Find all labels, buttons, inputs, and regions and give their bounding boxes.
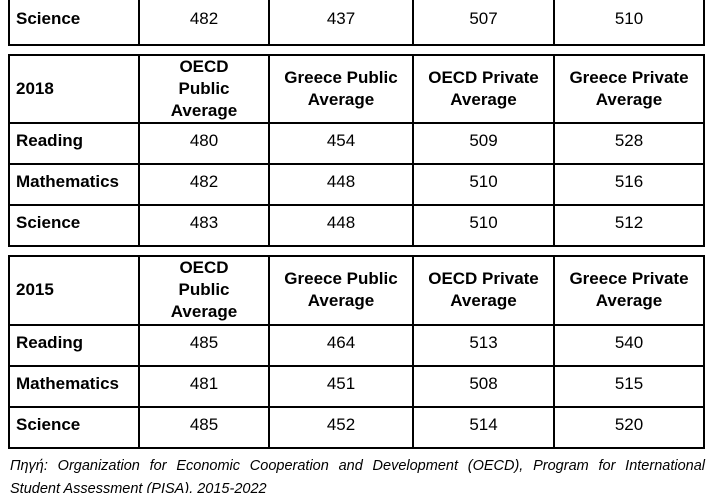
score-cell: 483 xyxy=(138,204,270,248)
table-row: Science 482 437 507 510 xyxy=(8,0,705,46)
score-cell: 485 xyxy=(138,405,270,449)
score-cell: 512 xyxy=(553,204,705,248)
score-cell: 454 xyxy=(268,122,414,166)
year-label-2018: 2018 xyxy=(8,53,140,125)
row-label-reading: Reading xyxy=(8,122,140,166)
score-cell: 515 xyxy=(553,364,705,408)
table-row-reading: Reading 480 454 509 528 xyxy=(8,122,705,166)
header-row-2018: 2018 OECD Public Average Greece Public A… xyxy=(8,53,705,125)
column-header-oecd-private: OECD Private Average xyxy=(412,53,555,125)
score-cell: 452 xyxy=(268,405,414,449)
score-cell: 516 xyxy=(553,163,705,207)
row-label-science: Science xyxy=(8,0,140,46)
row-label-mathematics: Mathematics xyxy=(8,364,140,408)
score-cell: 540 xyxy=(553,323,705,367)
score-cell: 451 xyxy=(268,364,414,408)
score-cell: 448 xyxy=(268,163,414,207)
score-cell: 481 xyxy=(138,364,270,408)
score-cell: 482 xyxy=(138,163,270,207)
score-cell: 514 xyxy=(412,405,555,449)
column-header-greece-public: Greece Public Average xyxy=(268,53,414,125)
column-header-greece-private: Greece Private Average xyxy=(553,255,705,326)
column-header-greece-public: Greece Public Average xyxy=(268,255,414,326)
source-note: Πηγή: Organization for Economic Cooperat… xyxy=(10,456,705,493)
header-row-2015: 2015 OECD Public Average Greece Public A… xyxy=(8,255,705,326)
score-cell: 510 xyxy=(553,0,705,46)
table-2015: 2015 OECD Public Average Greece Public A… xyxy=(8,255,705,449)
column-header-oecd-public: OECD Public Average xyxy=(138,53,270,125)
score-cell: 485 xyxy=(138,323,270,367)
score-cell: 513 xyxy=(412,323,555,367)
row-label-mathematics: Mathematics xyxy=(8,163,140,207)
score-cell: 448 xyxy=(268,204,414,248)
table-top-partial: Science 482 437 507 510 xyxy=(8,0,705,46)
row-label-reading: Reading xyxy=(8,323,140,367)
source-note-line1: Πηγή: Organization for Economic Cooperat… xyxy=(10,457,705,474)
column-header-oecd-private: OECD Private Average xyxy=(412,255,555,326)
table-row-reading: Reading 485 464 513 540 xyxy=(8,323,705,367)
source-note-line2: Student Assessment (PISA), 2015-2022 xyxy=(10,480,267,493)
column-header-oecd-public: OECD Public Average xyxy=(138,255,270,326)
table-row-mathematics: Mathematics 481 451 508 515 xyxy=(8,364,705,408)
score-cell: 510 xyxy=(412,163,555,207)
row-label-science: Science xyxy=(8,405,140,449)
column-header-greece-private: Greece Private Average xyxy=(553,53,705,125)
year-label-2015: 2015 xyxy=(8,255,140,326)
score-cell: 508 xyxy=(412,364,555,408)
table-row-science: Science 483 448 510 512 xyxy=(8,204,705,248)
table-row-science: Science 485 452 514 520 xyxy=(8,405,705,449)
score-cell: 528 xyxy=(553,122,705,166)
score-cell: 480 xyxy=(138,122,270,166)
score-cell: 437 xyxy=(268,0,414,46)
score-cell: 509 xyxy=(412,122,555,166)
score-cell: 507 xyxy=(412,0,555,46)
score-cell: 510 xyxy=(412,204,555,248)
row-label-science: Science xyxy=(8,204,140,248)
score-cell: 520 xyxy=(553,405,705,449)
table-2018: 2018 OECD Public Average Greece Public A… xyxy=(8,53,705,248)
table-row-mathematics: Mathematics 482 448 510 516 xyxy=(8,163,705,207)
score-cell: 464 xyxy=(268,323,414,367)
score-cell: 482 xyxy=(138,0,270,46)
